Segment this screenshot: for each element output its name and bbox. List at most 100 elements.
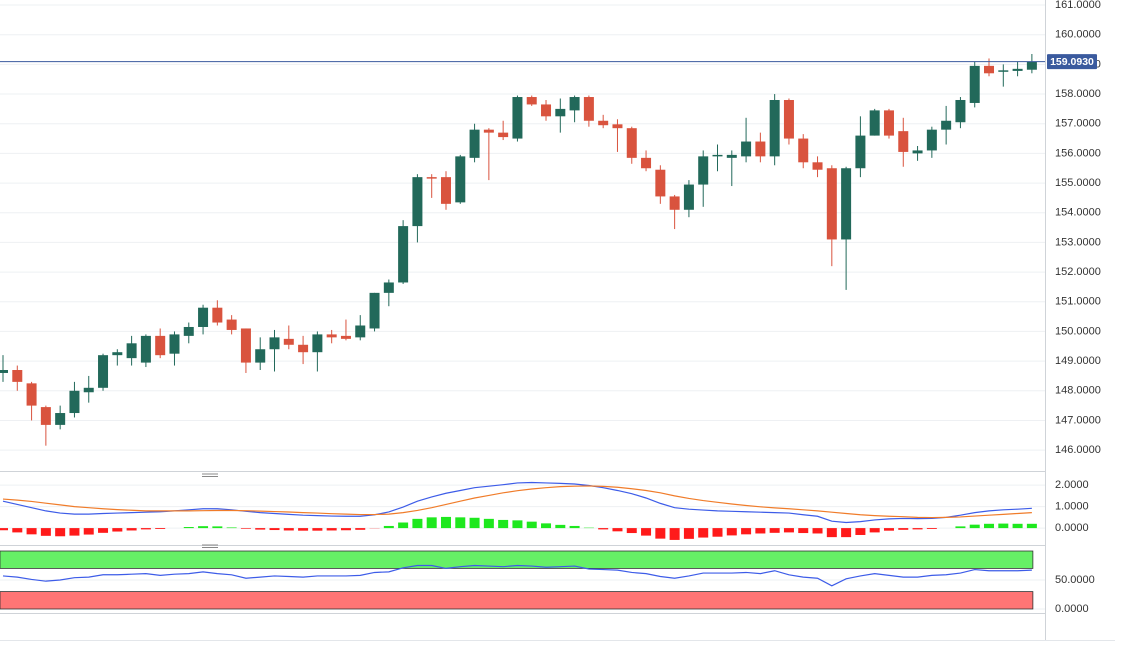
histogram-bar <box>255 528 266 530</box>
y-tick-label: 150.0000 <box>1055 325 1101 337</box>
last-price-box <box>1047 54 1097 70</box>
candle-body <box>255 349 266 363</box>
histogram-bar <box>0 528 8 531</box>
histogram-bar <box>155 528 166 529</box>
histogram-bar <box>98 528 109 533</box>
y-tick-label: 155.0000 <box>1055 177 1101 189</box>
y-tick-label: 151.0000 <box>1055 296 1101 308</box>
candle-body <box>26 383 37 406</box>
histogram-bar <box>669 528 680 540</box>
y-tick-label: 161.0000 <box>1055 0 1101 11</box>
histogram-bar <box>483 518 494 529</box>
zone-band <box>0 591 1034 610</box>
histogram-bar <box>769 528 780 533</box>
histogram-bar <box>855 528 866 535</box>
candle-body <box>1026 61 1037 70</box>
histogram-bar <box>40 528 51 536</box>
histogram-bar <box>140 528 151 530</box>
candle-body <box>340 335 351 339</box>
histogram-bar <box>312 528 323 531</box>
y-tick-label: 158.0000 <box>1055 88 1101 100</box>
candle-body <box>369 292 380 329</box>
histogram-bar <box>541 523 552 529</box>
histogram-bar <box>512 520 523 529</box>
histogram-bar <box>826 528 837 538</box>
y-tick-label: 156.0000 <box>1055 147 1101 159</box>
candle-body <box>412 177 423 227</box>
y-tick-label: 152.0000 <box>1055 266 1101 278</box>
histogram-bar <box>869 528 880 533</box>
y-tick-label: 149.0000 <box>1055 355 1101 367</box>
histogram-bar <box>126 528 137 531</box>
candle-body <box>598 120 609 126</box>
y-tick-label: 154.0000 <box>1055 207 1101 219</box>
candle-body <box>669 196 680 210</box>
y-tick-label: 160.0000 <box>1055 29 1101 41</box>
candle-body <box>283 338 294 345</box>
candle-body <box>755 141 766 157</box>
candle-body <box>98 355 109 388</box>
candle-body <box>483 129 494 133</box>
candle-body <box>998 70 1009 72</box>
candle-body <box>941 120 952 130</box>
histogram-bar <box>383 525 394 529</box>
histogram-bar <box>212 526 223 529</box>
candle-body <box>641 157 652 169</box>
candle-body <box>798 138 809 163</box>
histogram-bar <box>440 516 451 529</box>
histogram-bar <box>655 528 666 539</box>
histogram-bar <box>469 517 480 529</box>
candle-body <box>12 370 23 382</box>
candle-body <box>140 335 151 363</box>
candle-body <box>212 307 223 323</box>
candle-body <box>1012 68 1023 71</box>
candle-body <box>769 99 780 157</box>
histogram-bar <box>984 523 995 529</box>
candle-body <box>226 319 237 330</box>
y-tick-label: 2.0000 <box>1055 479 1089 491</box>
histogram-bar <box>741 528 752 535</box>
candle-body <box>855 135 866 169</box>
candle-body <box>898 131 909 152</box>
y-tick-label: 0.0000 <box>1055 522 1089 534</box>
zone-band <box>0 550 1034 569</box>
histogram-bar <box>726 528 737 536</box>
resize-handle[interactable] <box>202 544 218 548</box>
candle-body <box>55 413 66 425</box>
candle-body <box>40 407 51 425</box>
candle-body <box>512 97 523 139</box>
candle-body <box>826 168 837 240</box>
candle-body <box>298 344 309 353</box>
histogram-bar <box>898 528 909 530</box>
labels: 146.0000 147.0000 148.0000 149.0000 150.0000… <box>1047 0 1101 615</box>
histogram-bar <box>1026 523 1037 529</box>
candle-body <box>583 97 594 121</box>
candle-body <box>526 97 537 105</box>
candle-body <box>726 154 737 158</box>
histogram-bar <box>340 528 351 531</box>
marks <box>0 54 1045 610</box>
histogram-bar <box>569 525 580 529</box>
histogram-bar <box>555 524 566 529</box>
resize-handle[interactable] <box>202 473 218 477</box>
histogram-bar <box>269 528 280 531</box>
candle-body <box>783 99 794 139</box>
histogram-bar <box>498 519 509 529</box>
histogram-bar <box>883 528 894 531</box>
candle-body <box>812 162 823 170</box>
histogram-bar <box>755 528 766 534</box>
histogram-bar <box>83 528 94 535</box>
candle-body <box>555 108 566 117</box>
histogram-bar <box>998 523 1009 529</box>
histogram-bar <box>783 528 794 533</box>
candle-body <box>126 343 137 359</box>
histogram-bar <box>598 528 609 530</box>
candle-body <box>455 156 466 203</box>
histogram-bar <box>612 528 623 532</box>
candle-body <box>869 110 880 136</box>
candle-body <box>183 326 194 336</box>
histogram-bar <box>283 528 294 531</box>
last-price-label: 159.0930 <box>1050 56 1094 68</box>
candle-body <box>683 184 694 210</box>
